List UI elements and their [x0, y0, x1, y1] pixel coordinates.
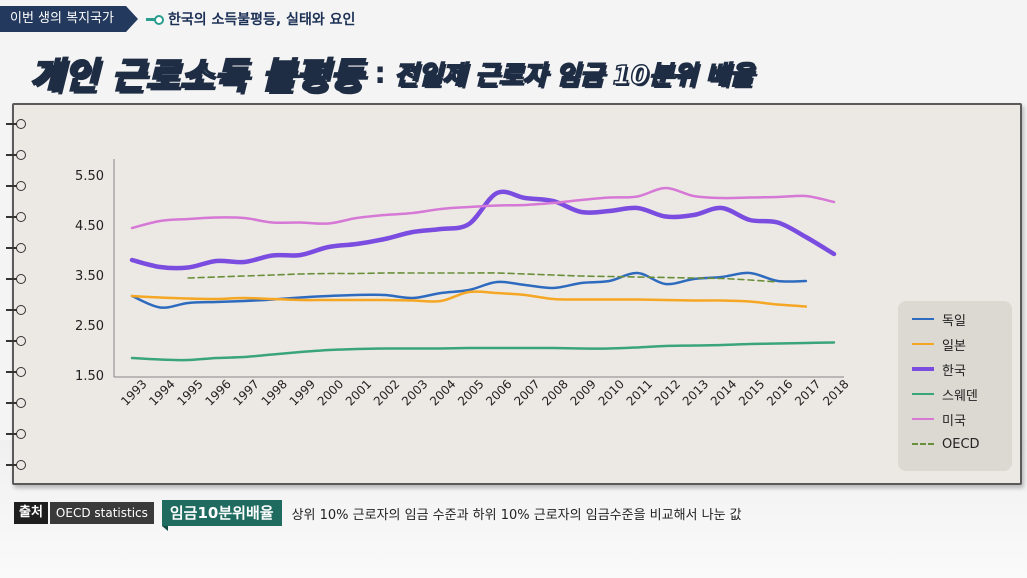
line-chart: 5.50 4.50 3.50 2.50 1.50 19931994199519961997…: [75, 159, 852, 408]
chart-panel: 5.50 4.50 3.50 2.50 1.50 1993 1994 1995 1996 1997…: [6, 103, 1022, 485]
series-tag: 이번 생의 복지국가: [0, 6, 138, 32]
legend-swatch: [912, 318, 934, 320]
connector-icon: [145, 14, 164, 25]
x-tick-label: 2013: [680, 377, 711, 408]
x-tick-label: 2007: [511, 377, 542, 408]
x-tick-label: 2011: [624, 377, 655, 408]
ring-icon: [6, 367, 28, 377]
legend-label: 미국: [942, 413, 966, 429]
series-line-0: [130, 271, 808, 309]
x-tick-label: 2016: [764, 377, 795, 408]
x-tick-label: 2015: [736, 377, 767, 408]
y-tick-label: 3.50: [75, 269, 104, 284]
legend-label: 스웨덴: [942, 388, 978, 404]
source-value: OECD statistics: [49, 502, 154, 524]
x-tick-label: 2004: [427, 377, 458, 408]
x-tick-label: 2017: [792, 377, 823, 408]
ring-icon: [6, 119, 28, 129]
x-tick-label: 1998: [259, 377, 290, 408]
series-line-2: [129, 189, 837, 271]
footer: 출처 OECD statistics 임금10분위배율 상위 10% 근로자의 …: [14, 500, 742, 531]
x-tick-label: 1996: [202, 377, 233, 408]
legend-label: 일본: [942, 338, 966, 354]
ring-icon: [6, 150, 28, 160]
topic-label: 한국의 소득불평등, 실태와 요인: [167, 12, 356, 28]
legend-item: 스웨덴: [912, 384, 978, 404]
x-tick-label: 2010: [596, 377, 627, 408]
x-tick-label: 2012: [652, 377, 683, 408]
ring-icon: [6, 305, 28, 315]
ring-icon: [6, 212, 28, 222]
x-tick-label: 2000: [315, 377, 346, 408]
y-tick-label: 1.50: [75, 369, 104, 384]
legend-item: 한국: [912, 359, 966, 379]
x-tick-label: 2003: [399, 377, 430, 408]
x-tick-label: 1993: [118, 377, 149, 408]
page-title: 개인 근로소득 불평등 : 전일제 근로자 임금 10분위 배율: [29, 48, 754, 98]
ring-icon: [6, 460, 28, 470]
x-tick-label: 1997: [230, 377, 261, 408]
y-tick-label: 5.50: [75, 169, 104, 184]
legend-label: OECD: [942, 436, 980, 452]
y-tick-label: 2.50: [75, 319, 104, 334]
legend-label: 한국: [942, 363, 966, 379]
term-label: 임금10분위배율: [161, 500, 282, 531]
x-tick-label: 2018: [820, 377, 851, 408]
legend-swatch: [912, 418, 934, 420]
x-tick-label: 1995: [174, 377, 205, 408]
series-line-3: [130, 341, 836, 362]
ring-icon: [6, 181, 28, 191]
legend-swatch: [912, 343, 934, 345]
legend-item: 미국: [912, 409, 966, 429]
legend-item: 독일: [912, 309, 966, 329]
breadcrumb: 이번 생의 복지국가 한국의 소득불평등, 실태와 요인: [0, 6, 355, 32]
x-tick-label: 1994: [146, 377, 177, 408]
series-line-4: [130, 186, 836, 230]
legend-swatch: [912, 393, 934, 395]
y-tick-label: 4.50: [75, 219, 104, 234]
x-tick-label: 1999: [287, 377, 318, 408]
ring-icon: [6, 336, 28, 346]
legend-label: 독일: [942, 313, 966, 329]
x-tick-label: 2002: [371, 377, 402, 408]
ring-icon: [6, 429, 28, 439]
series-line-5: [187, 272, 779, 283]
legend-swatch: [912, 443, 934, 445]
source-label: 출처: [14, 502, 48, 524]
ring-icon: [6, 274, 28, 284]
x-tick-label: 2014: [708, 377, 739, 408]
x-tick-label: 2009: [567, 377, 598, 408]
x-tick-label: 2006: [483, 377, 514, 408]
x-tick-label: 2005: [455, 377, 486, 408]
legend-item: 일본: [912, 334, 966, 354]
series-line-1: [130, 290, 808, 308]
ring-icon: [6, 398, 28, 408]
legend-swatch: [912, 367, 934, 371]
x-tick-label: 2001: [343, 377, 374, 408]
title-sub: 전일제 근로자 임금 10분위 배율: [393, 60, 754, 92]
x-tick-label: 2008: [539, 377, 570, 408]
legend-item: OECD: [912, 434, 980, 454]
term-description: 상위 10% 근로자의 임금 수준과 하위 10% 근로자의 임금수준을 비교해…: [291, 507, 742, 523]
ring-icon: [6, 243, 28, 253]
title-colon: :: [374, 55, 387, 91]
title-main: 개인 근로소득 불평등: [29, 55, 365, 98]
